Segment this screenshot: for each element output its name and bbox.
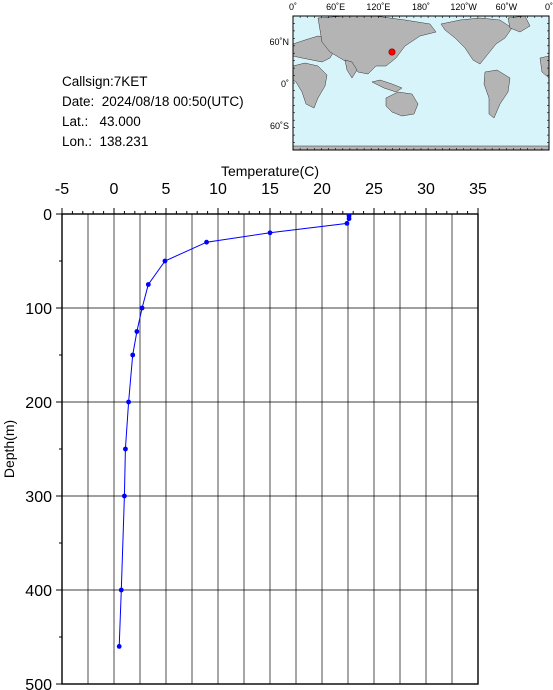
data-point <box>145 282 151 287</box>
latitude-text: Lat.: 43.000 <box>62 114 141 129</box>
longitude-text: Lon.: 138.231 <box>62 134 149 149</box>
map-longitude-label: 0˚ <box>545 2 553 12</box>
y-tick-label: 0 <box>43 207 52 224</box>
x-tick-label: 15 <box>261 181 279 198</box>
data-point <box>122 493 127 499</box>
data-point <box>130 352 136 358</box>
data-point <box>344 221 350 226</box>
x-tick-label: 10 <box>209 181 227 198</box>
axis-ticks <box>56 208 479 685</box>
x-tick-label: 25 <box>365 181 383 198</box>
x-tick-label: 35 <box>469 181 487 198</box>
callsign-text: Callsign:7KET <box>62 74 148 89</box>
x-axis-label: Temperature(C) <box>221 163 319 179</box>
map-longitude-label: 120˚W <box>450 2 477 12</box>
y-tick-label: 300 <box>25 489 52 506</box>
data-point <box>126 399 131 405</box>
cast-info-block: Callsign:7KET Date: 2024/08/18 00:50(UTC… <box>62 72 244 152</box>
map-longitude-label: 0˚ <box>289 2 297 12</box>
x-tick-label: -5 <box>55 181 69 198</box>
y-tick-label: 100 <box>25 301 52 318</box>
data-point <box>204 239 209 245</box>
cast-location-marker <box>388 48 396 56</box>
map-longitude-label: 180˚ <box>412 2 430 12</box>
temperature-profile-points <box>116 213 352 649</box>
x-tick-label: 30 <box>417 181 435 198</box>
map-left-labels: 60˚N 0˚ 60˚S <box>269 37 289 131</box>
location-map: 0˚ 60˚E 120˚E 180˚ 120˚W 60˚W 0˚ 60˚N 0˚ 60˚S <box>269 2 553 151</box>
map-latitude-label: 60˚S <box>270 121 289 131</box>
y-tick-label: 400 <box>25 583 52 600</box>
x-tick-labels: -5 0 5 10 15 20 25 30 35 <box>55 181 487 198</box>
map-longitude-label: 60˚E <box>326 2 345 12</box>
y-tick-labels: 0 100 200 300 400 500 <box>25 207 52 690</box>
map-longitude-label: 60˚W <box>496 2 518 12</box>
map-ticks <box>292 15 550 151</box>
data-point <box>118 587 124 593</box>
map-top-labels: 0˚ 60˚E 120˚E 180˚ 120˚W 60˚W 0˚ <box>289 2 553 12</box>
date-text: Date: 2024/08/18 00:50(UTC) <box>62 94 244 109</box>
data-point <box>123 446 128 452</box>
x-tick-label: 5 <box>162 181 171 198</box>
data-point <box>134 329 140 334</box>
y-tick-label: 500 <box>25 677 52 690</box>
data-point <box>267 230 273 236</box>
map-longitude-label: 120˚E <box>366 2 390 12</box>
x-tick-label: 0 <box>110 181 119 198</box>
data-point <box>116 644 122 649</box>
data-point <box>139 305 145 311</box>
map-latitude-label: 60˚N <box>269 37 289 47</box>
y-axis-label: Depth(m) <box>1 420 17 478</box>
map-latitude-label: 0˚ <box>281 79 289 89</box>
x-tick-label: 20 <box>313 181 331 198</box>
data-point <box>162 258 168 264</box>
data-point <box>346 216 352 222</box>
y-tick-label: 200 <box>25 395 52 412</box>
